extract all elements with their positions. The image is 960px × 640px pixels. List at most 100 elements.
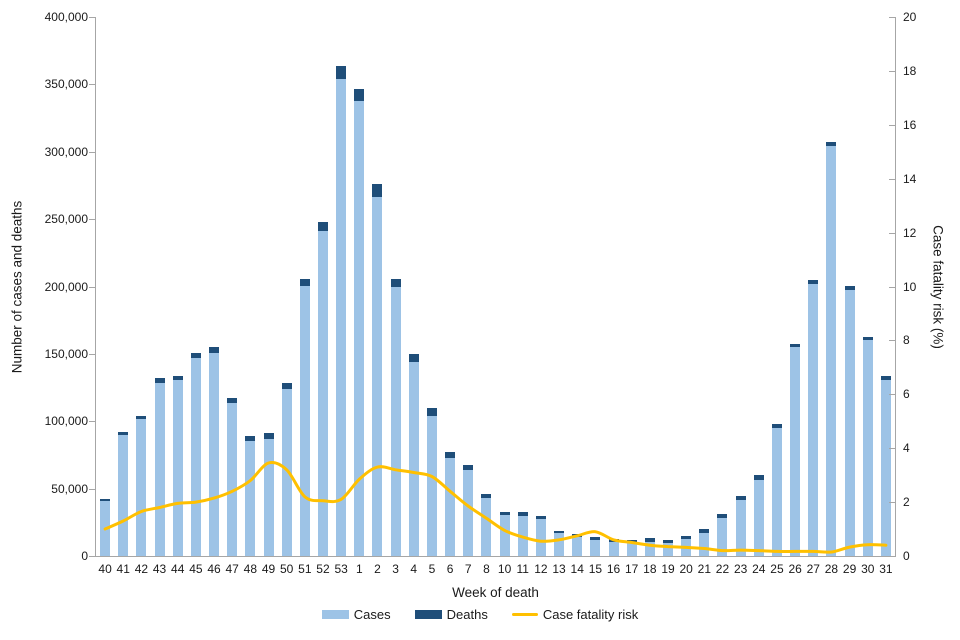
deaths-segment [372,183,383,197]
x-tick-label: 6 [446,562,454,576]
bar-week-10 [499,511,510,556]
deaths-segment [227,398,238,404]
y-right-tick-mark [889,70,895,72]
cases-segment [463,470,474,556]
x-tick-label: 8 [483,562,490,576]
legend-label-cfr: Case fatality risk [542,607,639,622]
deaths-segment [426,408,437,416]
deaths-segment [663,539,673,543]
deaths-segment [699,528,710,533]
cases-segment [390,287,401,556]
cases-segment [299,286,310,556]
cases-segment [608,542,619,556]
x-tick-label: 28 [824,562,839,576]
deaths-segment [100,498,111,502]
cases-segment [826,145,837,556]
deaths-segment [336,66,347,79]
cases-segment [209,353,220,556]
x-tick-label: 12 [534,562,548,576]
y-left-tick-label: 150,000 [44,346,88,361]
y-right-tick-mark [889,178,895,180]
legend-swatch-cases [321,610,349,619]
x-tick-label: 10 [497,562,512,576]
bar-week-22 [717,513,728,556]
bar-week-5 [426,408,437,556]
y-right-tick-label: 12 [903,225,917,240]
x-tick-label: 50 [279,562,294,576]
bar-week-8 [481,493,492,556]
deaths-segment [535,515,546,519]
deaths-segment [717,513,728,518]
cases-segment [699,532,710,556]
y-left-tick-mark [89,421,95,423]
x-tick-label: 7 [464,562,472,576]
y-right-tick-mark [889,232,895,234]
bar-week-30 [862,337,873,556]
bar-week-23 [735,496,746,556]
y-left-tick-label: 300,000 [44,144,88,159]
y-left-tick-mark [89,151,95,153]
legend-item-deaths: Deaths [414,607,488,622]
cases-segment [717,517,728,556]
bar-week-41 [118,431,129,556]
deaths-segment [826,141,837,146]
deaths-segment [118,431,129,435]
x-tick-label: 49 [261,562,276,576]
deaths-segment [463,465,474,471]
deaths-segment [753,475,764,480]
cases-segment [154,382,165,556]
deaths-segment [862,337,873,341]
x-tick-label: 25 [770,562,784,576]
cases-segment [663,542,673,556]
y-right-tick-mark [889,340,895,342]
cases-segment [735,500,746,556]
bar-week-19 [663,539,673,556]
deaths-segment [154,378,165,383]
cases-segment [263,438,274,556]
bar-week-51 [299,278,310,556]
y-left-tick-mark [89,488,95,490]
bar-week-12 [535,515,546,556]
deaths-segment [790,343,801,348]
x-tick-label: 1 [355,562,363,576]
x-tick-label: 51 [298,562,312,576]
bar-week-46 [209,347,220,556]
y-right-tick-label: 16 [903,117,917,132]
cases-segment [317,230,328,556]
deaths-segment [735,496,746,501]
cases-segment [118,434,129,556]
x-tick-label: 11 [516,562,529,576]
bar-week-3 [390,278,401,556]
deaths-segment [499,511,510,516]
bar-week-43 [154,378,165,556]
cases-segment [190,358,201,556]
x-tick-label: 53 [334,562,348,576]
cases-segment [354,101,365,556]
y-left-tick-mark [89,286,95,288]
x-tick-label: 29 [842,562,857,576]
y-right-tick-mark [889,394,895,396]
bar-week-7 [463,465,474,556]
y-left-tick-mark [89,353,95,355]
y-axis-left-line [95,17,96,557]
y-left-tick-label: 400,000 [44,10,88,24]
x-tick-label: 43 [152,562,167,576]
x-tick-label: 27 [806,562,820,576]
bar-week-48 [245,435,256,556]
cases-segment [499,515,510,556]
bar-week-4 [408,353,419,556]
cases-segment [844,290,855,556]
x-tick-label: 23 [733,562,748,576]
bar-week-18 [644,538,655,556]
x-tick-label: 15 [588,562,603,576]
x-tick-label: 20 [679,562,693,576]
y-right-tick-label: 6 [903,387,910,402]
cases-segment [227,403,238,556]
deaths-segment [681,535,692,540]
y-left-tick-mark [89,84,95,86]
x-tick-label: 3 [392,562,399,576]
cases-segment [136,418,147,556]
y-right-tick-label: 0 [903,549,910,563]
x-tick-label: 44 [171,562,185,576]
cases-segment [336,78,347,556]
